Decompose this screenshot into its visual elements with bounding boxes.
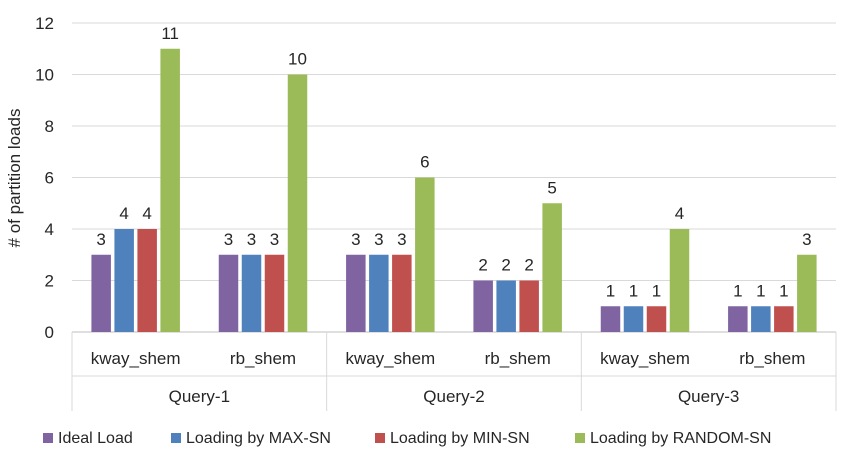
x-tick-label: kway_shem — [345, 349, 435, 368]
bar — [669, 229, 690, 332]
legend-swatch — [375, 433, 385, 443]
bar — [751, 306, 771, 332]
bar — [137, 229, 157, 332]
data-label: 3 — [374, 230, 383, 249]
bar — [287, 74, 308, 332]
group-label: Query-1 — [169, 387, 230, 406]
x-tick-label: rb_shem — [485, 349, 551, 368]
bar — [496, 280, 516, 332]
data-label: 1 — [756, 281, 765, 300]
data-label: 2 — [478, 256, 487, 275]
bar — [346, 254, 366, 332]
data-label: 6 — [420, 153, 429, 172]
data-label: 1 — [733, 281, 742, 300]
data-label: 5 — [547, 178, 556, 197]
group-label: Query-2 — [423, 387, 484, 406]
y-tick-label: 6 — [45, 169, 54, 188]
y-axis-title: # of partition loads — [5, 109, 24, 248]
legend: Ideal Load Loading by MAX-SN Loading by MI… — [43, 430, 771, 447]
data-label: 4 — [675, 204, 684, 223]
x-tick-label: kway_shem — [91, 349, 181, 368]
legend-swatch — [575, 433, 585, 443]
bar — [218, 254, 239, 332]
bar — [415, 177, 435, 332]
data-label: 2 — [524, 256, 533, 275]
legend-swatch — [171, 433, 181, 443]
y-tick-label: 10 — [35, 66, 54, 85]
group-label: Query-3 — [678, 387, 739, 406]
data-label: 11 — [161, 24, 179, 43]
bar — [392, 254, 412, 332]
y-tick-label: 0 — [45, 323, 54, 342]
data-label: 3 — [351, 230, 360, 249]
bar — [114, 229, 134, 332]
y-tick-label: 12 — [35, 14, 54, 33]
y-tick-label: 2 — [45, 272, 54, 291]
data-label: 3 — [96, 230, 105, 249]
y-tick-label: 4 — [45, 220, 54, 239]
data-label: 3 — [270, 230, 279, 249]
bar — [728, 306, 748, 332]
gridlines — [72, 22, 836, 333]
legend-swatch — [43, 433, 53, 443]
y-tick-label: 8 — [45, 117, 54, 136]
data-label: 3 — [802, 230, 811, 249]
bar — [774, 306, 794, 332]
data-label: 3 — [397, 230, 406, 249]
legend-label: Ideal Load — [58, 430, 133, 447]
data-label: 2 — [501, 256, 510, 275]
bars — [91, 48, 817, 332]
data-label: 10 — [288, 50, 307, 69]
bar — [473, 280, 493, 332]
bar — [519, 280, 539, 332]
legend-label: Loading by MAX-SN — [186, 430, 331, 447]
x-tick-label: rb_shem — [739, 349, 805, 368]
bar — [241, 254, 262, 332]
bar — [264, 254, 285, 332]
data-label: 1 — [652, 281, 661, 300]
data-label: 1 — [629, 281, 638, 300]
bar — [623, 306, 644, 332]
data-label: 3 — [224, 230, 233, 249]
data-label: 3 — [247, 230, 256, 249]
bar — [542, 203, 562, 332]
x-axis: kway_shem rb_shem kway_shem rb_shem kway_she… — [71, 332, 837, 411]
bar — [160, 48, 180, 332]
y-axis-tick-labels: 0 2 4 6 8 10 12 — [35, 14, 54, 342]
data-label: 4 — [119, 204, 128, 223]
legend-label: Loading by RANDOM-SN — [590, 430, 771, 447]
data-label: 4 — [142, 204, 151, 223]
bar — [797, 254, 817, 332]
x-tick-label: rb_shem — [230, 349, 296, 368]
bar — [600, 306, 621, 332]
bar — [369, 254, 389, 332]
legend-label: Loading by MIN-SN — [390, 430, 530, 447]
bar — [646, 306, 667, 332]
data-label: 1 — [606, 281, 615, 300]
bar — [91, 254, 111, 332]
data-label: 1 — [779, 281, 788, 300]
x-tick-label: kway_shem — [600, 349, 690, 368]
